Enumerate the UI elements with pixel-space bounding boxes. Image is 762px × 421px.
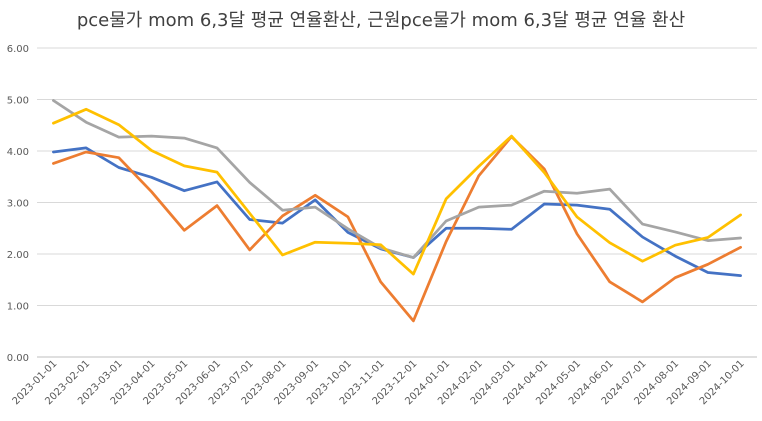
series-orange-line [52, 135, 742, 323]
series-blue-line [52, 146, 742, 277]
y-axis-ticks: 0.00 1.00 2.00 3.00 4.00 5.00 6.00 [7, 44, 29, 364]
y-tick-label: 4.00 [7, 147, 29, 158]
series-yellow-line [52, 107, 742, 276]
y-tick-label: 1.00 [7, 302, 29, 313]
y-tick-label: 3.00 [7, 199, 29, 210]
y-tick-label: 5.00 [7, 96, 29, 107]
series-gray-line [52, 99, 742, 259]
y-tick-label: 6.00 [7, 44, 29, 55]
y-tick-label: 2.00 [7, 250, 29, 261]
y-tick-label: 0.00 [7, 353, 29, 364]
chart-title: pce물가 mom 6,3달 평균 연율환산, 근원pce물가 mom 6,3달… [76, 10, 686, 31]
x-axis-ticks: 2023-01-012023-02-012023-03-012023-04-01… [11, 358, 747, 407]
gridlines [37, 47, 757, 358]
series-lines [52, 99, 742, 323]
